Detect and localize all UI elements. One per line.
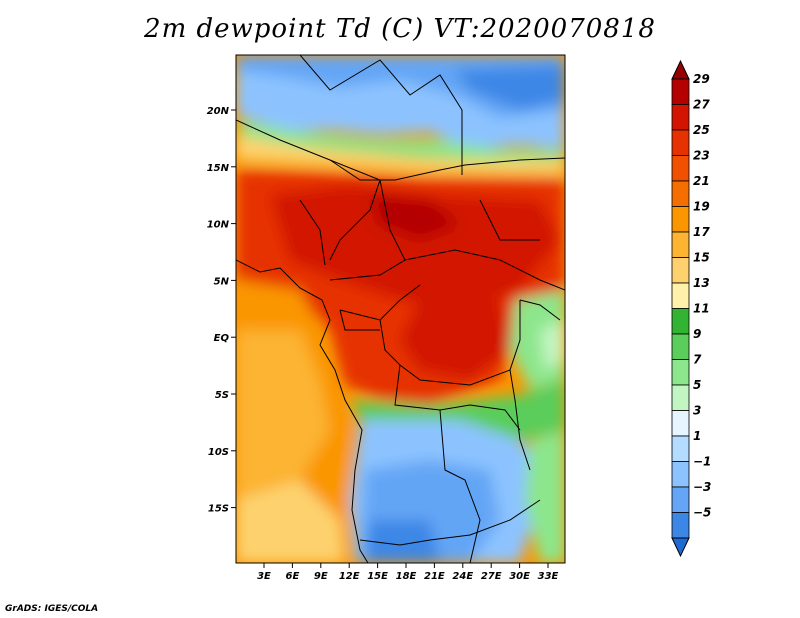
colorbar-segment [671, 206, 690, 233]
colorbar: 29 27 25 23 21 19 17 15 13 11 9 7 5 3 1 −1 −3 −5 [671, 59, 711, 558]
colorbar-segment [671, 308, 690, 335]
colorbar-label: 9 [693, 327, 701, 341]
lat-label: 5S [215, 390, 229, 401]
colorbar-segment [671, 104, 690, 131]
colorbar-top-arrow [671, 59, 690, 80]
lon-label: 18E [396, 571, 417, 582]
lon-label: 30E [509, 571, 530, 582]
colorbar-label: 15 [693, 251, 710, 265]
lon-label: 27E [481, 571, 502, 582]
colorbar-segment [671, 180, 690, 207]
longitude-labels: 3E 6E 9E 12E 15E 18E 21E 24E 27E 30E 33E [257, 563, 559, 582]
colorbar-segment [671, 282, 690, 309]
lat-label: 5N [214, 276, 230, 287]
colorbar-segment [671, 384, 690, 411]
colorbar-label: 11 [693, 302, 710, 316]
colorbar-label: 7 [693, 353, 702, 367]
chart-title: 2m dewpoint Td (C) VT:2020070818 [144, 14, 656, 44]
country-borders [236, 55, 565, 563]
colorbar-label: 27 [693, 98, 710, 112]
lon-label: 6E [286, 571, 300, 582]
colorbar-bottom-arrow [671, 537, 690, 558]
lon-label: 9E [314, 571, 328, 582]
colorbar-segment [671, 129, 690, 156]
grads-credit: GrADS: IGES/COLA [5, 604, 99, 614]
colorbar-segment [671, 155, 690, 182]
colorbar-label: 13 [693, 276, 710, 290]
colorbar-segment [671, 257, 690, 284]
colorbar-segment [671, 333, 690, 360]
lat-label: 10S [208, 447, 229, 458]
lon-label: 24E [452, 571, 473, 582]
lon-label: 3E [257, 571, 271, 582]
colorbar-label: 19 [693, 200, 710, 214]
colorbar-segment [671, 78, 690, 105]
colorbar-segment [671, 461, 690, 488]
colorbar-label: −3 [693, 480, 711, 494]
colorbar-label: 23 [693, 149, 710, 163]
colorbar-label: 29 [693, 72, 710, 86]
colorbar-label: 21 [693, 174, 710, 188]
lat-label: 20N [207, 106, 230, 117]
lon-label: 12E [339, 571, 360, 582]
lat-label: 10N [207, 220, 230, 231]
colorbar-segment [671, 359, 690, 386]
colorbar-label: 25 [693, 123, 710, 137]
colorbar-segment [671, 512, 690, 539]
colorbar-label: −1 [693, 455, 711, 469]
lat-label: 15S [208, 504, 229, 515]
colorbar-segment [671, 486, 690, 513]
map-frame [235, 54, 566, 564]
colorbar-label: 17 [693, 225, 710, 239]
lat-label: EQ [214, 333, 230, 344]
colorbar-label: 3 [693, 404, 701, 418]
colorbar-segment [671, 435, 690, 462]
colorbar-segment [671, 410, 690, 437]
lat-label: 15N [207, 163, 230, 174]
colorbar-label: −5 [693, 506, 711, 520]
colorbar-label: 5 [693, 378, 701, 392]
colorbar-label: 1 [693, 429, 701, 443]
lon-label: 21E [424, 571, 445, 582]
lon-label: 15E [367, 571, 388, 582]
dewpoint-field [236, 55, 565, 563]
colorbar-segment [671, 231, 690, 258]
latitude-labels: 20N 15N 10N 5N EQ 5S 10S 15S [207, 106, 236, 515]
lon-label: 33E [538, 571, 559, 582]
